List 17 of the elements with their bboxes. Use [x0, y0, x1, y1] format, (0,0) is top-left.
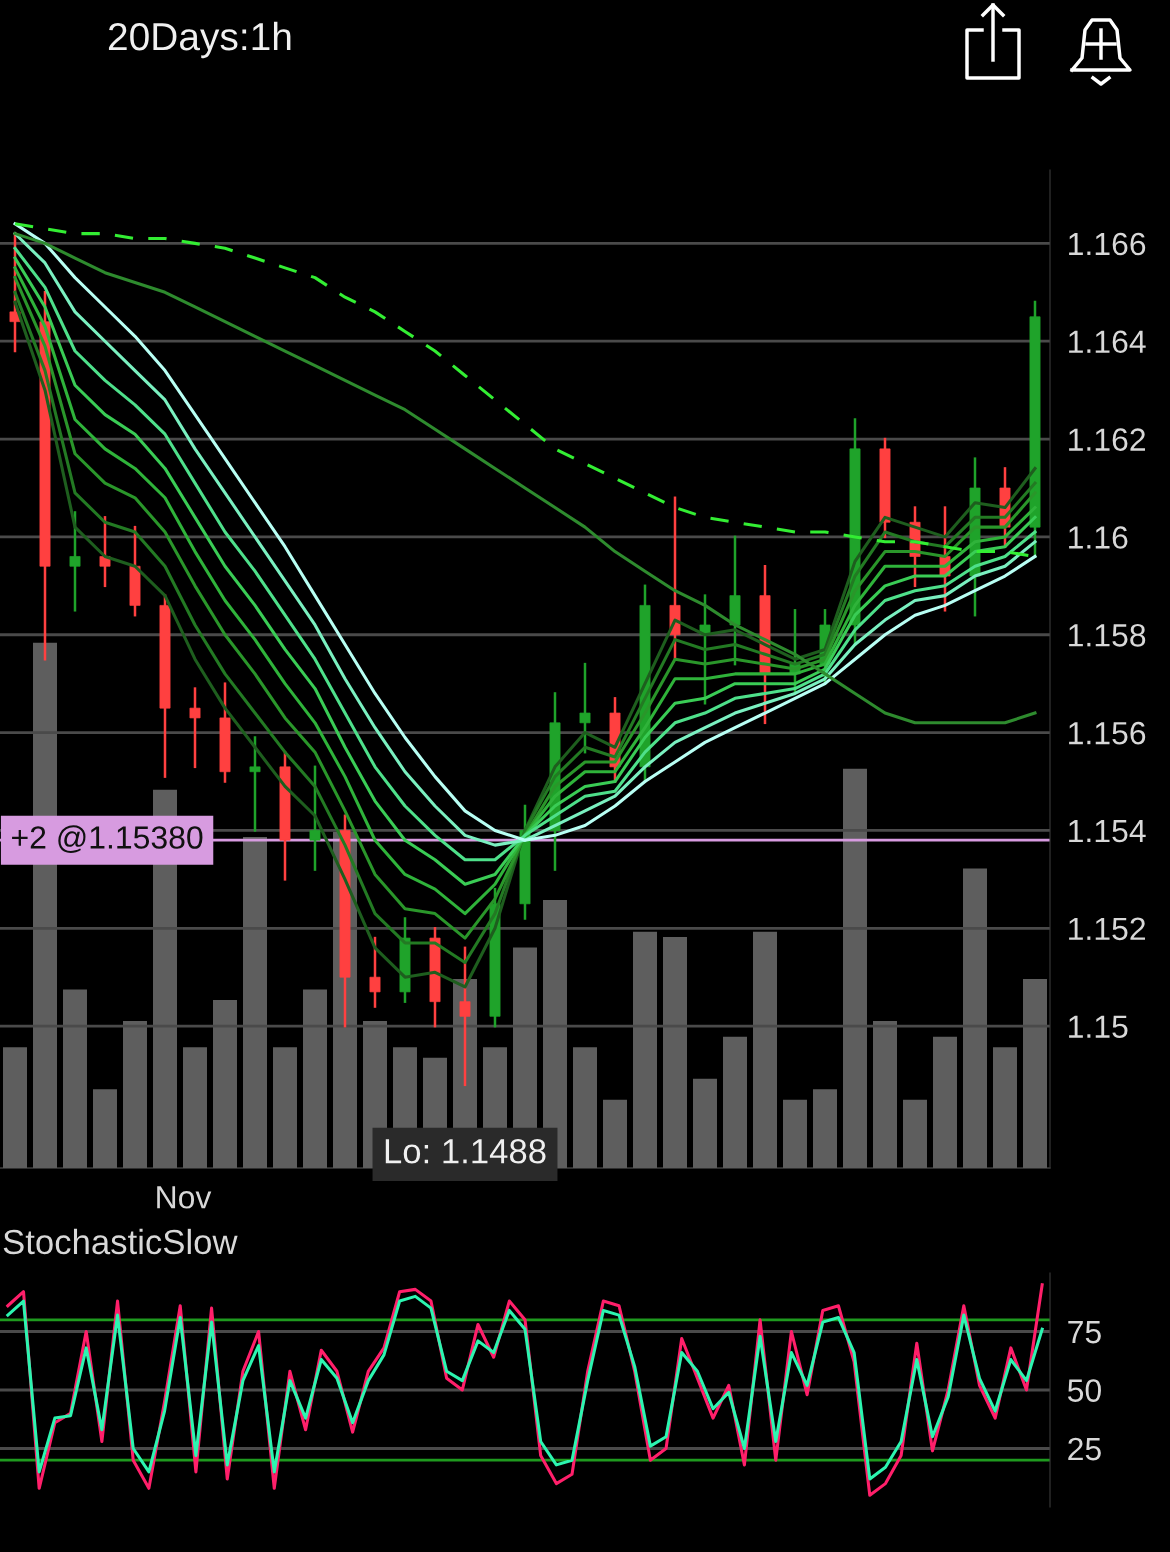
y-tick-label: 1.162 [1069, 428, 1145, 451]
text: Nov [157, 1186, 212, 1209]
y-tick-label: 75 [1068, 1321, 1101, 1344]
y-tick-label: 1.16 [1069, 526, 1128, 549]
ref-line-label: +2 @1.15380 [12, 825, 203, 853]
y-tick-label: 1.158 [1069, 624, 1146, 647]
chart-title: 20Days:1h [108, 21, 291, 59]
chart-title: StochasticSlow [3, 1228, 238, 1255]
y-tick-label: 25 [1068, 1437, 1101, 1461]
y-tick-label: 1.154 [1069, 820, 1146, 843]
y-tick-label: 1.15 [1069, 1015, 1128, 1039]
y-tick-label: 50 [1067, 1379, 1101, 1402]
y-tick-label: 1.164 [1069, 330, 1146, 354]
y-tick-label: 1.152 [1069, 917, 1145, 941]
y-tick-label: 1.156 [1069, 721, 1146, 745]
y-tick-label: 1.166 [1069, 232, 1146, 256]
annotation: Lo: 1.1488 [385, 1139, 546, 1164]
